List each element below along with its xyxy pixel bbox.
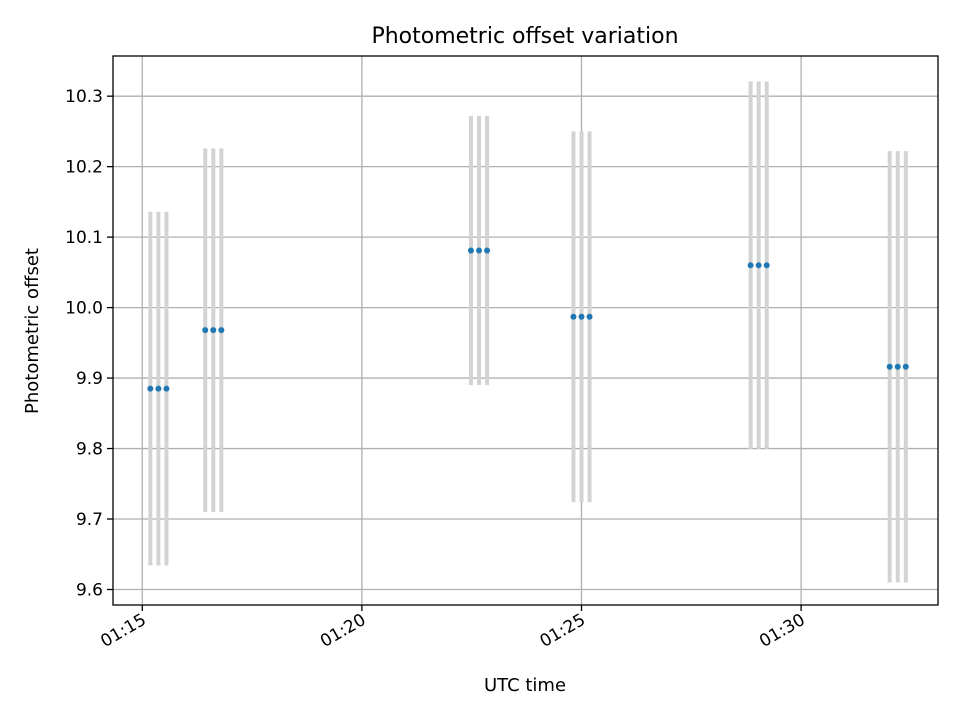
data-point bbox=[570, 313, 577, 320]
data-point bbox=[155, 385, 162, 392]
data-point bbox=[747, 262, 754, 269]
data-point bbox=[484, 247, 491, 254]
data-point bbox=[886, 363, 893, 370]
data-point bbox=[902, 363, 909, 370]
data-point bbox=[163, 385, 170, 392]
y-axis-label: Photometric offset bbox=[22, 248, 43, 414]
data-point bbox=[755, 262, 762, 269]
data-point bbox=[763, 262, 770, 269]
data-point bbox=[218, 327, 225, 334]
chart-title: Photometric offset variation bbox=[371, 24, 678, 49]
y-tick-label: 9.9 bbox=[76, 369, 103, 389]
y-tick-label: 10.1 bbox=[65, 228, 103, 248]
y-tick-label: 10.2 bbox=[65, 158, 103, 178]
data-point bbox=[586, 313, 593, 320]
x-axis-label: UTC time bbox=[484, 675, 566, 696]
x-tick-label: 01:20 bbox=[317, 610, 369, 652]
x-tick-label: 01:30 bbox=[756, 610, 808, 652]
data-point bbox=[894, 363, 901, 370]
data-points bbox=[147, 247, 909, 392]
grid bbox=[113, 56, 938, 605]
error-bars bbox=[148, 81, 908, 583]
data-point bbox=[210, 327, 217, 334]
data-point bbox=[578, 313, 585, 320]
y-tick-label: 9.7 bbox=[76, 510, 103, 530]
data-point bbox=[202, 327, 209, 334]
data-point bbox=[476, 247, 483, 254]
y-tick-label: 10.3 bbox=[65, 87, 103, 107]
y-tick-label: 9.6 bbox=[76, 580, 103, 600]
y-tick-label: 9.8 bbox=[76, 440, 103, 460]
axis-ticks: 01:15 01:20 01:25 01:30 9.6 9.7 9.8 9.9 10.0 10.1… bbox=[65, 87, 808, 652]
x-tick-label: 01:25 bbox=[537, 610, 589, 652]
data-point bbox=[147, 385, 154, 392]
data-point bbox=[467, 247, 474, 254]
y-tick-label: 10.0 bbox=[65, 299, 103, 319]
x-tick-label: 01:15 bbox=[97, 610, 149, 652]
plot-frame bbox=[112, 55, 939, 606]
